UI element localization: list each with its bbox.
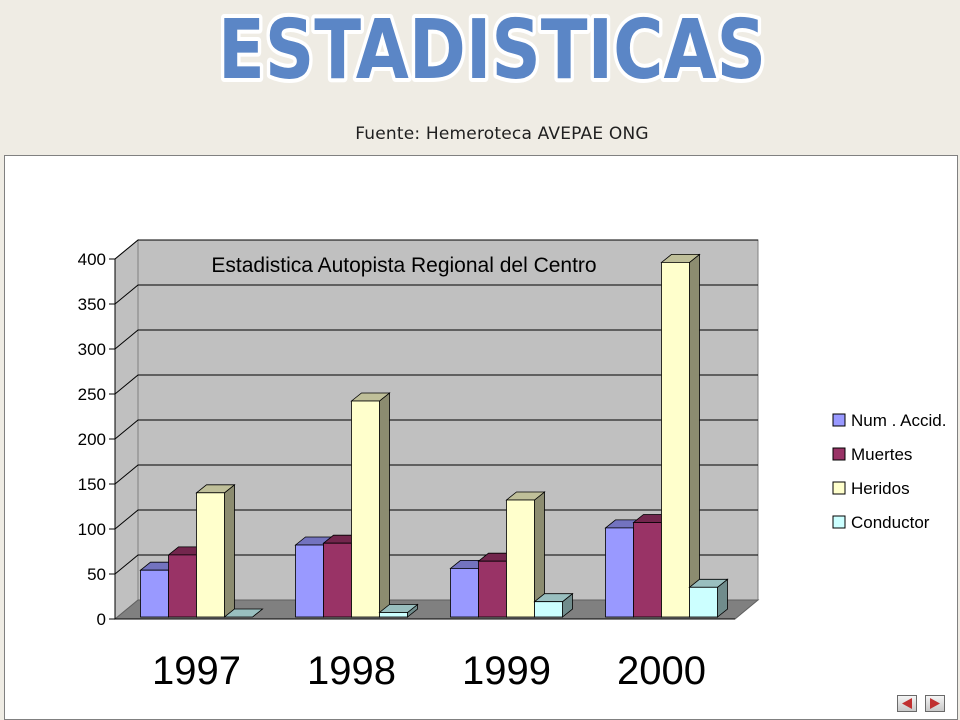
chart-title: Estadistica Autopista Regional del Centr…	[211, 254, 596, 277]
bar-front	[506, 499, 535, 618]
bar-front	[323, 542, 352, 618]
y-tick-label: 50	[87, 565, 106, 584]
y-tick-label: 150	[78, 475, 106, 494]
bar-front	[196, 492, 225, 618]
legend-swatch	[832, 447, 846, 461]
bar-side	[379, 392, 390, 618]
bar-2000-2	[660, 253, 701, 618]
y-tick-label: 300	[78, 340, 106, 359]
category-label: 1999	[462, 649, 551, 693]
bar-front	[140, 569, 169, 618]
bar-front	[450, 567, 479, 618]
gridline	[114, 554, 758, 575]
legend-swatch	[832, 413, 846, 427]
y-axis: 0 50 100 150 200 250 300 350 400	[78, 250, 735, 629]
bar-front	[689, 586, 718, 618]
y-tick-label: 400	[78, 250, 106, 269]
bar-front	[534, 601, 563, 618]
bar-1998-2	[350, 392, 391, 618]
next-slide-button[interactable]	[925, 695, 945, 712]
bar-chart: Estadistica Autopista Regional del Centr…	[78, 238, 946, 693]
bar-side	[689, 253, 700, 618]
bar-front	[168, 554, 197, 618]
triangle-right-icon	[930, 698, 940, 709]
bar-side	[224, 483, 235, 618]
y-tick-label: 100	[78, 520, 106, 539]
chart-legend: Num . Accid. Muertes Heridos Conductor	[832, 411, 946, 532]
gridline	[114, 374, 758, 395]
category-label: 1998	[307, 649, 396, 693]
slide-title: ESTADISTICAS	[214, 0, 770, 90]
bar-front	[478, 560, 507, 618]
gridline	[114, 419, 758, 440]
bar-2000-3	[688, 578, 729, 618]
legend-label: Heridos	[851, 479, 910, 498]
y-tick-label: 200	[78, 430, 106, 449]
gridline	[114, 239, 758, 260]
legend-label: Num . Accid.	[851, 411, 946, 430]
source-citation: Fuente: Hemeroteca AVEPAE ONG	[355, 124, 649, 144]
bar-1998-3	[378, 603, 419, 618]
chart-frame: Estadistica Autopista Regional del Centr…	[4, 155, 958, 720]
previous-slide-button[interactable]	[897, 695, 917, 712]
bar-1999-3	[533, 592, 574, 618]
legend-swatch	[832, 481, 846, 495]
y-tick-label: 350	[78, 295, 106, 314]
legend-label: Conductor	[851, 513, 930, 532]
chart-gridlines	[114, 239, 758, 575]
y-tick-label: 0	[97, 610, 106, 629]
bar-front	[295, 544, 324, 618]
bar-front	[661, 262, 690, 618]
bar-1997-3	[223, 608, 264, 618]
bar-top	[223, 608, 264, 618]
legend-swatch	[832, 515, 846, 529]
x-axis-categories: 1997 1998 1999 2000	[152, 649, 706, 693]
triangle-left-icon	[902, 698, 912, 709]
legend-label: Muertes	[851, 445, 912, 464]
bar-1998-0	[294, 536, 335, 618]
bar-front	[351, 400, 380, 618]
gridline	[114, 464, 758, 485]
y-tick-label: 250	[78, 385, 106, 404]
gridline	[114, 509, 758, 530]
gridline	[114, 329, 758, 350]
chart-bars	[139, 253, 729, 618]
gridline	[114, 284, 758, 305]
bar-front	[605, 527, 634, 618]
bar-front	[633, 522, 662, 618]
bar-front	[379, 612, 408, 618]
bar-1997-2	[195, 483, 236, 618]
category-label: 2000	[617, 649, 706, 693]
slide-title-text: ESTADISTICAS	[218, 3, 766, 90]
category-label: 1997	[152, 649, 241, 693]
